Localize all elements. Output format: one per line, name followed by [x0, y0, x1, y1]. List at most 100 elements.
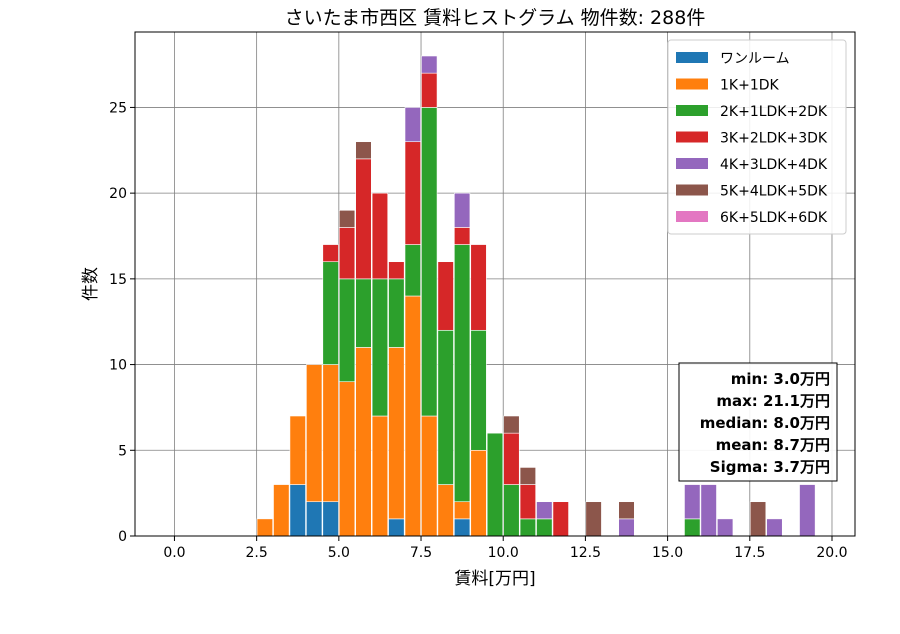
- histogram-bar: [404, 141, 421, 245]
- x-tick-label: 15.0: [652, 545, 683, 561]
- histogram-bar: [618, 518, 635, 537]
- legend-label: 3K+2LDK+3DK: [720, 131, 828, 147]
- histogram-bar: [289, 415, 306, 485]
- legend-label: 6K+5LDK+6DK: [720, 210, 828, 226]
- histogram-bar: [437, 484, 454, 537]
- stats-box-frame: [678, 362, 838, 482]
- histogram-bar: [519, 467, 536, 485]
- stats-line: min: 3.0万円: [731, 370, 830, 388]
- legend-label: 4K+3LDK+4DK: [720, 157, 828, 173]
- x-tick-label: 0.0: [163, 545, 185, 561]
- histogram-bar: [766, 518, 783, 537]
- legend-label: 2K+1LDK+2DK: [720, 104, 828, 120]
- histogram-bar: [355, 278, 372, 348]
- histogram-bar: [404, 107, 421, 143]
- histogram-bar: [322, 244, 339, 263]
- legend-swatch: [676, 78, 708, 90]
- histogram-bar: [371, 278, 389, 417]
- x-axis-ticks: 0.0 2.5 5.0 7.5 10.0 12.5 15.0 17.5 20.0: [163, 536, 848, 561]
- y-axis-label: 件数: [81, 267, 101, 301]
- x-tick-label: 20.0: [816, 545, 847, 561]
- stats-line: max: 21.1万円: [716, 392, 830, 410]
- histogram-bar: [421, 107, 438, 417]
- histogram-bar: [454, 227, 471, 245]
- histogram-bar: [355, 141, 372, 160]
- histogram-bar: [273, 484, 290, 537]
- histogram-bar: [454, 244, 471, 503]
- legend-box: [667, 39, 847, 235]
- y-tick-label: 10: [109, 358, 127, 374]
- y-axis-ticks: 0 5 10 15 20 25: [109, 100, 135, 545]
- histogram-bar: [256, 518, 273, 537]
- stats-line: Sigma: 3.7万円: [710, 458, 830, 476]
- stats-line: mean: 8.7万円: [716, 436, 830, 454]
- chart-title: さいたま市西区 賃料ヒストグラム 物件数: 288件: [285, 7, 706, 29]
- histogram-bar: [585, 501, 602, 537]
- stats-line: median: 8.0万円: [700, 414, 830, 432]
- histogram-bar: [421, 72, 438, 108]
- histogram-bar: [289, 484, 306, 537]
- y-tick-label: 20: [109, 186, 127, 202]
- legend: ワンルーム 1K+1DK 2K+1LDK+2DK 3K+2LDK+3DK 4K+3LDK…: [667, 39, 847, 235]
- histogram-bar: [503, 484, 520, 537]
- histogram-bar: [454, 192, 471, 228]
- legend-swatch: [676, 105, 708, 116]
- histogram-bar: [338, 381, 356, 537]
- histogram-bar: [486, 432, 504, 537]
- plot-frame: [134, 31, 856, 537]
- histogram-bar: [536, 501, 553, 520]
- histogram-bar: [519, 484, 536, 520]
- histogram-bar: [618, 501, 635, 520]
- x-tick-label: 5.0: [328, 545, 350, 561]
- histogram-bar: [503, 432, 520, 485]
- histogram-bar: [388, 278, 405, 348]
- histogram-bar: [684, 518, 701, 537]
- legend-label: ワンルーム: [720, 51, 790, 67]
- histogram-bar: [421, 415, 438, 537]
- histogram-bar: [338, 209, 356, 228]
- x-tick-label: 17.5: [734, 545, 765, 561]
- y-tick-label: 0: [118, 529, 127, 545]
- legend-swatch: [676, 52, 708, 63]
- histogram-bar: [749, 501, 767, 537]
- histogram-bar: [421, 55, 438, 74]
- histogram-bar: [404, 295, 421, 537]
- legend-label: 5K+4LDK+5DK: [720, 184, 828, 200]
- histogram-bar: [322, 501, 339, 537]
- histogram-bar: [322, 364, 339, 503]
- histogram-bar: [306, 501, 323, 537]
- histogram-bar: [700, 484, 717, 537]
- histogram-bar: [536, 518, 553, 537]
- histogram-bar: [355, 347, 372, 537]
- histogram-bar: [371, 192, 389, 280]
- histogram-bar: [519, 518, 536, 537]
- histogram-bar: [454, 518, 471, 537]
- histogram-bar: [322, 261, 339, 365]
- x-tick-label: 12.5: [570, 545, 601, 561]
- legend-swatch: [676, 158, 708, 169]
- y-tick-label: 5: [118, 443, 127, 459]
- histogram-bar: [503, 415, 520, 434]
- histogram-bar: [684, 484, 701, 520]
- x-tick-label: 2.5: [246, 545, 268, 561]
- bars: [256, 55, 816, 537]
- histogram-bar: [404, 244, 421, 297]
- histogram-bar: [338, 227, 356, 280]
- histogram-bar: [799, 484, 816, 537]
- histogram-bar: [470, 449, 487, 537]
- x-tick-label: 7.5: [410, 545, 432, 561]
- histogram-bar: [454, 501, 471, 520]
- histogram-bar: [388, 347, 405, 520]
- x-tick-label: 10.0: [488, 545, 519, 561]
- histogram-bar: [470, 329, 487, 451]
- histogram-bar: [552, 501, 569, 537]
- histogram-bar: [338, 278, 356, 383]
- histogram-bar: [371, 415, 389, 537]
- histogram-bar: [388, 261, 405, 280]
- x-axis-label: 賃料[万円]: [454, 569, 535, 589]
- histogram-bar: [306, 364, 323, 503]
- y-tick-label: 25: [109, 100, 127, 116]
- stats-box: min: 3.0万円 max: 21.1万円 median: 8.0万円 mean: …: [678, 362, 838, 482]
